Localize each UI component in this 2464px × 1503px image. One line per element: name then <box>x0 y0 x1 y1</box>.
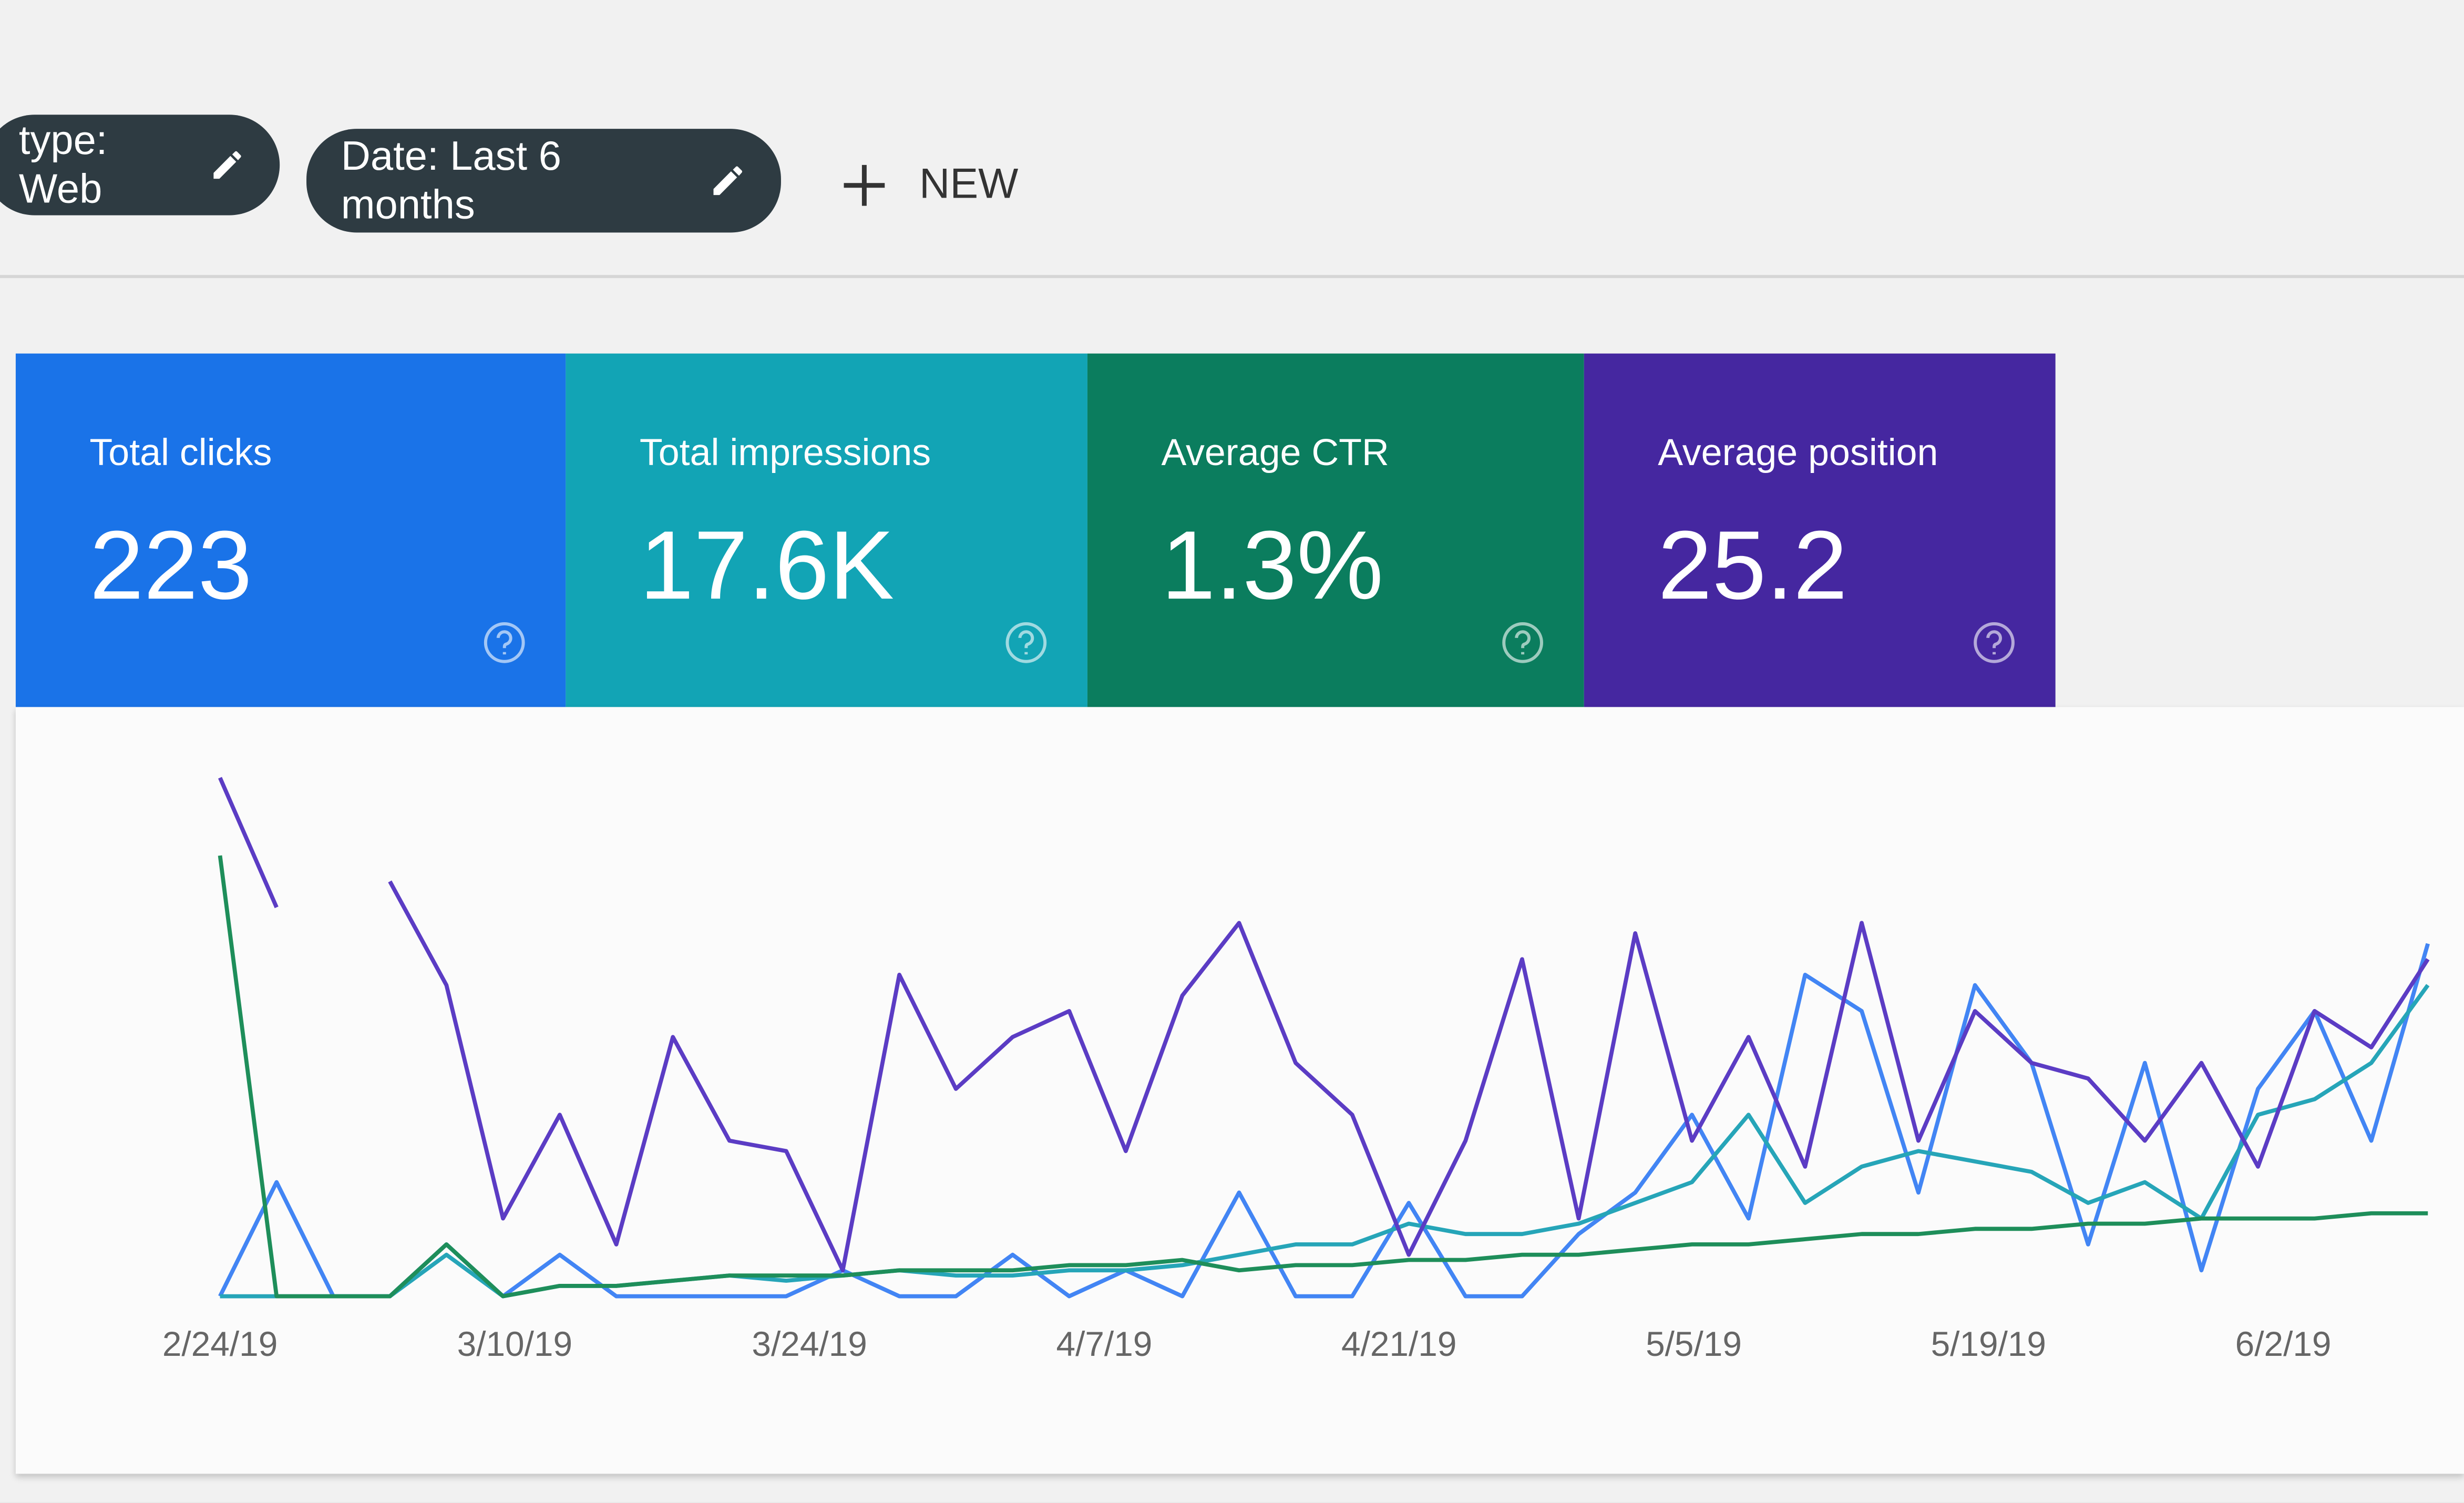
metric-value: 1.3% <box>1161 512 1384 621</box>
help-icon[interactable] <box>1002 619 1050 666</box>
metric-value: 223 <box>89 512 252 621</box>
help-icon[interactable] <box>1970 619 2018 666</box>
edit-icon <box>213 151 241 179</box>
plus-icon <box>844 164 885 205</box>
chip-text: Date: Last 6 months <box>341 132 561 228</box>
series-line <box>220 984 2430 1299</box>
metric-card[interactable]: Total clicks 223 <box>15 353 566 707</box>
metric-card[interactable]: Total impressions 17.6K <box>566 353 1087 707</box>
x-tick-label: 4/7/19 <box>1056 1324 1153 1363</box>
x-tick-label: 5/5/19 <box>1646 1324 1742 1363</box>
metric-card[interactable]: Average position 25.2 <box>1584 353 2056 707</box>
filter-chip[interactable]: type: Web <box>0 115 280 215</box>
metric-label: Average CTR <box>1161 432 1389 475</box>
metric-card[interactable]: Average CTR 1.3% <box>1087 353 1584 707</box>
x-tick-label: 2/24/19 <box>162 1324 278 1363</box>
filter-chip[interactable]: Date: Last 6 months <box>306 129 781 233</box>
chart-card: 2/24/19 3/10/19 3/24/19 4/7/19 4/21/19 5/5/19… <box>15 707 2464 1474</box>
toolbar-divider <box>0 275 2464 279</box>
new-button[interactable]: NEW <box>841 160 1019 209</box>
edit-icon <box>713 166 742 195</box>
metric-value: 25.2 <box>1658 512 1848 621</box>
metric-label: Total clicks <box>89 432 272 475</box>
metric-label: Total impressions <box>639 432 931 475</box>
x-tick-label: 5/19/19 <box>1931 1324 2046 1363</box>
help-icon[interactable] <box>481 619 528 666</box>
series-line <box>218 943 2430 1299</box>
metric-value: 17.6K <box>639 512 895 621</box>
chip-text: type: Web <box>18 116 108 212</box>
metric-label: Average position <box>1658 432 1938 475</box>
new-label: NEW <box>919 160 1019 208</box>
x-tick-label: 3/24/19 <box>752 1324 867 1363</box>
series-line <box>218 777 2430 1273</box>
x-tick-label: 4/21/19 <box>1341 1324 1456 1363</box>
chart: 2/24/19 3/10/19 3/24/19 4/7/19 4/21/19 5/5/19… <box>162 777 2430 1363</box>
x-tick-label: 3/10/19 <box>457 1324 572 1363</box>
series-line <box>218 855 2428 1299</box>
help-icon[interactable] <box>1499 619 1546 666</box>
x-tick-label: 6/2/19 <box>2235 1324 2332 1363</box>
